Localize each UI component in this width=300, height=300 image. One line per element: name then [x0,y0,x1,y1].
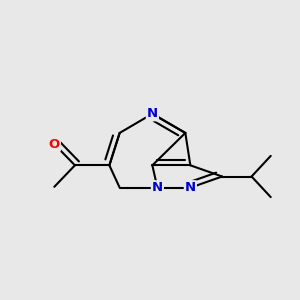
Text: N: N [152,181,163,194]
Text: N: N [147,107,158,120]
Text: N: N [185,181,196,194]
Text: O: O [49,138,60,151]
